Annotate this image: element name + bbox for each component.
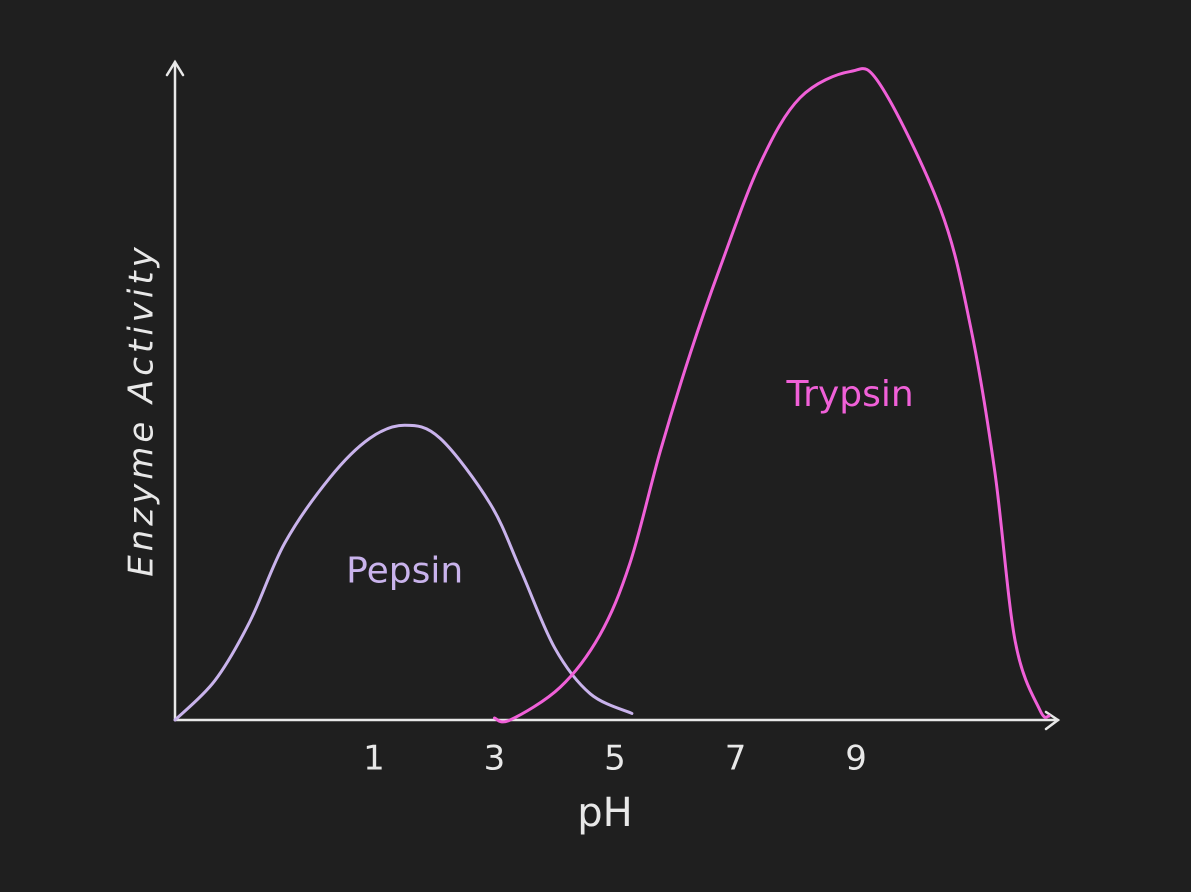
series-line — [173, 423, 634, 722]
x-axis-arrow — [1044, 710, 1061, 731]
x-tick-label: 9 — [845, 739, 867, 779]
series-label: Pepsin — [346, 551, 463, 592]
y-axis-label: Enzyme Activity — [122, 243, 162, 577]
x-tick-label: 7 — [725, 739, 747, 779]
y-axis-arrow — [165, 59, 185, 77]
x-tick-label: 1 — [363, 739, 385, 779]
x-axis-label: pH — [577, 790, 632, 836]
axes — [165, 59, 1061, 731]
series-label: Trypsin — [785, 374, 913, 415]
series-line — [492, 67, 1051, 724]
x-tick-label: 3 — [484, 739, 506, 779]
x-tick-label: 5 — [604, 739, 626, 779]
